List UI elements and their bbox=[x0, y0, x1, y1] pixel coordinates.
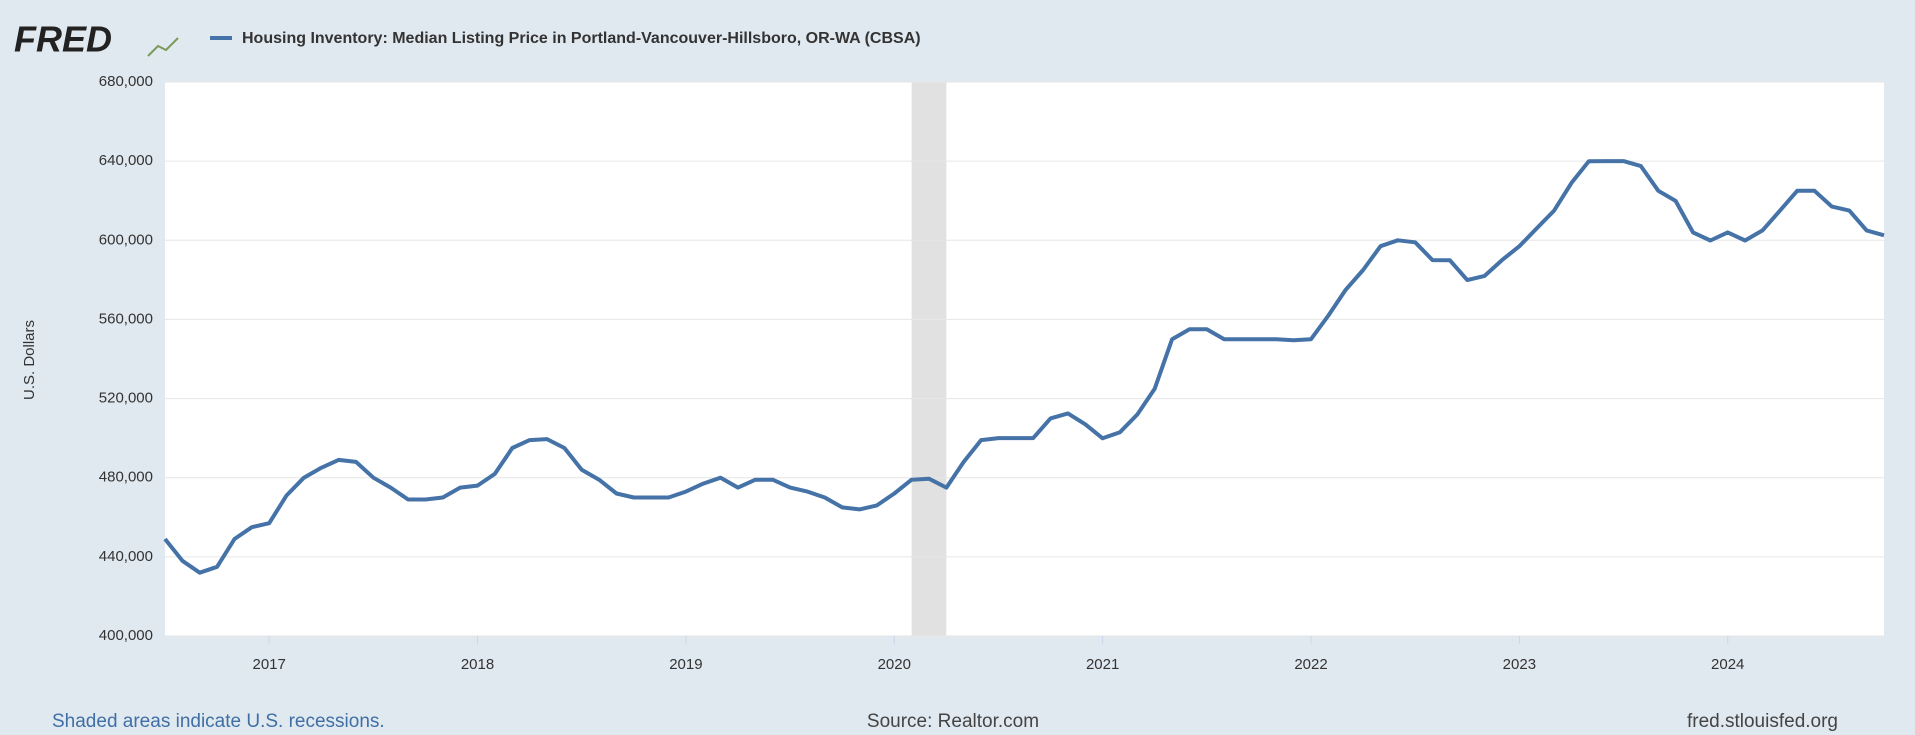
plot-area bbox=[165, 82, 1884, 636]
x-tick-label: 2019 bbox=[669, 656, 702, 673]
y-tick-label: 440,000 bbox=[99, 548, 153, 565]
y-tick-label: 560,000 bbox=[99, 310, 153, 327]
x-tick-label: 2024 bbox=[1711, 656, 1744, 673]
source-url: fred.stlouisfed.org bbox=[1687, 711, 1838, 732]
recession-note: Shaded areas indicate U.S. recessions. bbox=[52, 711, 385, 732]
y-tick-label: 520,000 bbox=[99, 390, 153, 407]
data-line bbox=[163, 159, 1885, 575]
x-tick-label: 2022 bbox=[1294, 656, 1327, 673]
x-tick-label: 2021 bbox=[1086, 656, 1119, 673]
y-tick-label: 400,000 bbox=[99, 627, 153, 644]
x-tick-label: 2023 bbox=[1503, 656, 1536, 673]
legend-label: Housing Inventory: Median Listing Price … bbox=[242, 30, 921, 47]
y-axis-label: U.S. Dollars bbox=[21, 320, 38, 400]
x-tick-label: 2017 bbox=[252, 656, 285, 673]
source: Source: Realtor.com bbox=[867, 711, 1039, 732]
y-tick-label: 680,000 bbox=[99, 73, 153, 90]
logo: FRED bbox=[14, 19, 112, 60]
x-tick-label: 2018 bbox=[461, 656, 494, 673]
y-tick-label: 480,000 bbox=[99, 469, 153, 486]
logo-icon bbox=[147, 37, 179, 57]
recession-band bbox=[911, 82, 947, 636]
y-tick-label: 600,000 bbox=[99, 231, 153, 248]
x-tick-label: 2020 bbox=[878, 656, 911, 673]
y-tick-label: 640,000 bbox=[99, 152, 153, 169]
